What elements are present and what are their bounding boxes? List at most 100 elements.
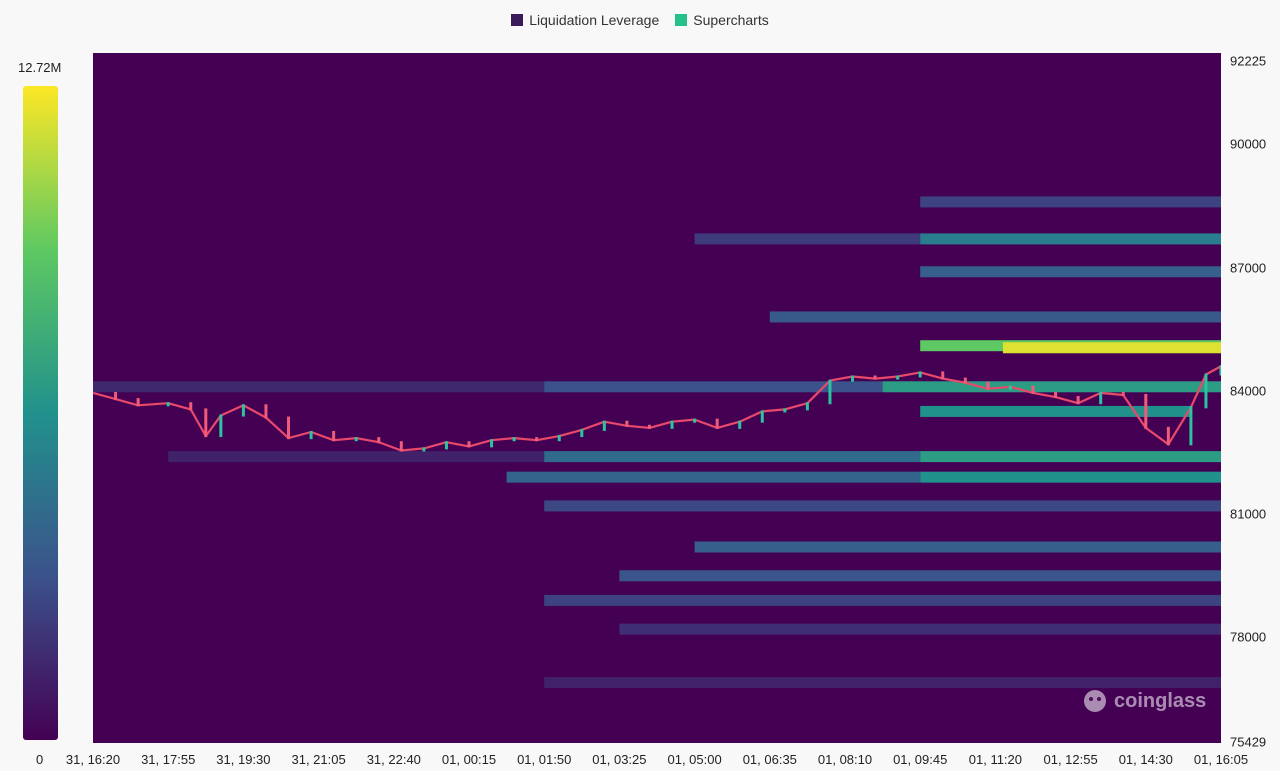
price-candle-13 (377, 437, 381, 444)
price-candle-39 (963, 377, 967, 384)
y-tick-label: 81000 (1230, 506, 1267, 522)
legend-swatch-supercharts (675, 14, 688, 26)
x-tick-label: 01, 16:05 (1193, 752, 1249, 767)
price-candle-24 (625, 420, 629, 427)
price-candle-2 (136, 398, 140, 407)
colorbar-max-label: 12.72M (18, 60, 62, 75)
heatmap-band-0 (93, 381, 545, 393)
legend-swatch-liquidation (511, 14, 524, 26)
x-tick-label: 31, 22:40 (366, 752, 421, 767)
chart-legend: Liquidation Leverage Supercharts (0, 12, 1280, 28)
price-candle-36 (896, 375, 900, 380)
x-tick-label: 01, 09:45 (893, 752, 948, 767)
price-candle-41 (1008, 385, 1012, 390)
y-tick-label: 78000 (1230, 629, 1267, 645)
heatmap-band-19 (619, 570, 1221, 582)
price-candle-27 (693, 418, 697, 423)
y-tick-label: 87000 (1230, 260, 1267, 276)
legend-item-liquidation-leverage[interactable]: Liquidation Leverage (511, 12, 659, 28)
heatmap-svg (93, 53, 1221, 743)
price-candle-48 (1166, 426, 1170, 446)
y-tick-label: 90000 (1230, 136, 1267, 152)
price-candle-7 (241, 404, 245, 417)
price-candle-25 (647, 424, 651, 429)
price-candle-5 (204, 408, 208, 438)
price-candle-49 (1189, 406, 1193, 446)
x-tick-label: 01, 06:35 (742, 752, 797, 767)
price-candle-18 (490, 439, 494, 448)
y-tick-label: 92225 (1230, 53, 1267, 69)
price-candle-6 (219, 414, 223, 438)
price-candle-34 (851, 375, 855, 382)
x-tick-label: 01, 05:00 (667, 752, 722, 767)
price-candle-51 (1219, 365, 1221, 376)
heatmap-band-7 (920, 233, 1221, 245)
heatmap-band-21 (619, 623, 1221, 635)
heatmap-band-8 (920, 266, 1221, 278)
colorbar-min-label: 0 (36, 752, 44, 767)
price-candle-11 (332, 430, 336, 442)
x-tick-label: 01, 00:15 (441, 752, 497, 767)
price-candle-43 (1054, 391, 1058, 399)
price-candle-4 (189, 402, 193, 411)
heatmap-band-2 (882, 381, 1221, 393)
price-candle-23 (602, 420, 606, 431)
price-candle-10 (309, 430, 313, 440)
price-candle-35 (873, 375, 877, 380)
heatmap-band-10 (769, 311, 1221, 323)
legend-item-supercharts[interactable]: Supercharts (675, 12, 769, 28)
price-candle-31 (783, 408, 787, 413)
price-candle-38 (941, 371, 945, 380)
heatmap-band-18 (694, 541, 1221, 553)
price-candle-20 (535, 437, 539, 442)
watermark-text: coinglass (1114, 689, 1207, 712)
heatmap-plot-area[interactable] (93, 53, 1221, 743)
heatmap-band-17 (544, 500, 1221, 512)
x-tick-label: 01, 08:10 (817, 752, 873, 767)
coinglass-logo-icon (1084, 690, 1106, 712)
x-tick-label: 01, 12:55 (1043, 752, 1098, 767)
price-candle-50 (1204, 373, 1208, 409)
x-tick-label: 31, 19:30 (216, 752, 271, 767)
heatmap-band-9 (920, 196, 1221, 208)
colorbar (23, 86, 58, 740)
x-tick-label: 01, 03:25 (592, 752, 647, 767)
x-tick-label: 01, 01:50 (517, 752, 572, 767)
heatmap-band-1 (544, 381, 883, 393)
heatmap-band-13 (544, 451, 921, 463)
price-candle-3 (166, 402, 170, 407)
price-candle-12 (354, 437, 358, 442)
price-candle-33 (828, 379, 832, 405)
legend-label-liquidation: Liquidation Leverage (529, 12, 660, 28)
price-candle-16 (444, 441, 448, 450)
y-tick-label: 84000 (1230, 383, 1267, 399)
price-candle-21 (557, 435, 561, 442)
price-candle-29 (738, 420, 742, 429)
legend-label-supercharts: Supercharts (693, 12, 769, 28)
price-candle-47 (1144, 394, 1148, 429)
price-candle-44 (1076, 396, 1080, 405)
x-tick-label: 31, 16:20 (65, 752, 121, 767)
x-tick-label: 31, 21:05 (291, 752, 346, 767)
price-candle-14 (399, 441, 403, 452)
price-candle-40 (986, 381, 990, 390)
price-candle-1 (114, 391, 118, 401)
x-tick-label: 01, 14:30 (1118, 752, 1173, 767)
price-candle-45 (1099, 391, 1103, 405)
heatmap-band-12 (168, 451, 545, 463)
y-tick-label: 75429 (1230, 734, 1267, 750)
price-candle-15 (422, 447, 426, 452)
price-candle-46 (1121, 391, 1125, 397)
price-candle-42 (1031, 385, 1035, 394)
watermark: coinglass (1082, 686, 1206, 716)
heatmap-band-14 (920, 451, 1221, 463)
heatmap-band-20 (544, 594, 1221, 606)
heatmap-band-15 (506, 471, 921, 483)
heatmap-band-6 (694, 233, 921, 245)
x-tick-label: 31, 17:55 (141, 752, 196, 767)
price-candle-32 (805, 402, 809, 411)
price-candle-8 (264, 404, 268, 419)
price-candle-28 (715, 418, 719, 429)
heatmap-band-11 (920, 405, 1191, 417)
price-candle-22 (580, 428, 584, 438)
